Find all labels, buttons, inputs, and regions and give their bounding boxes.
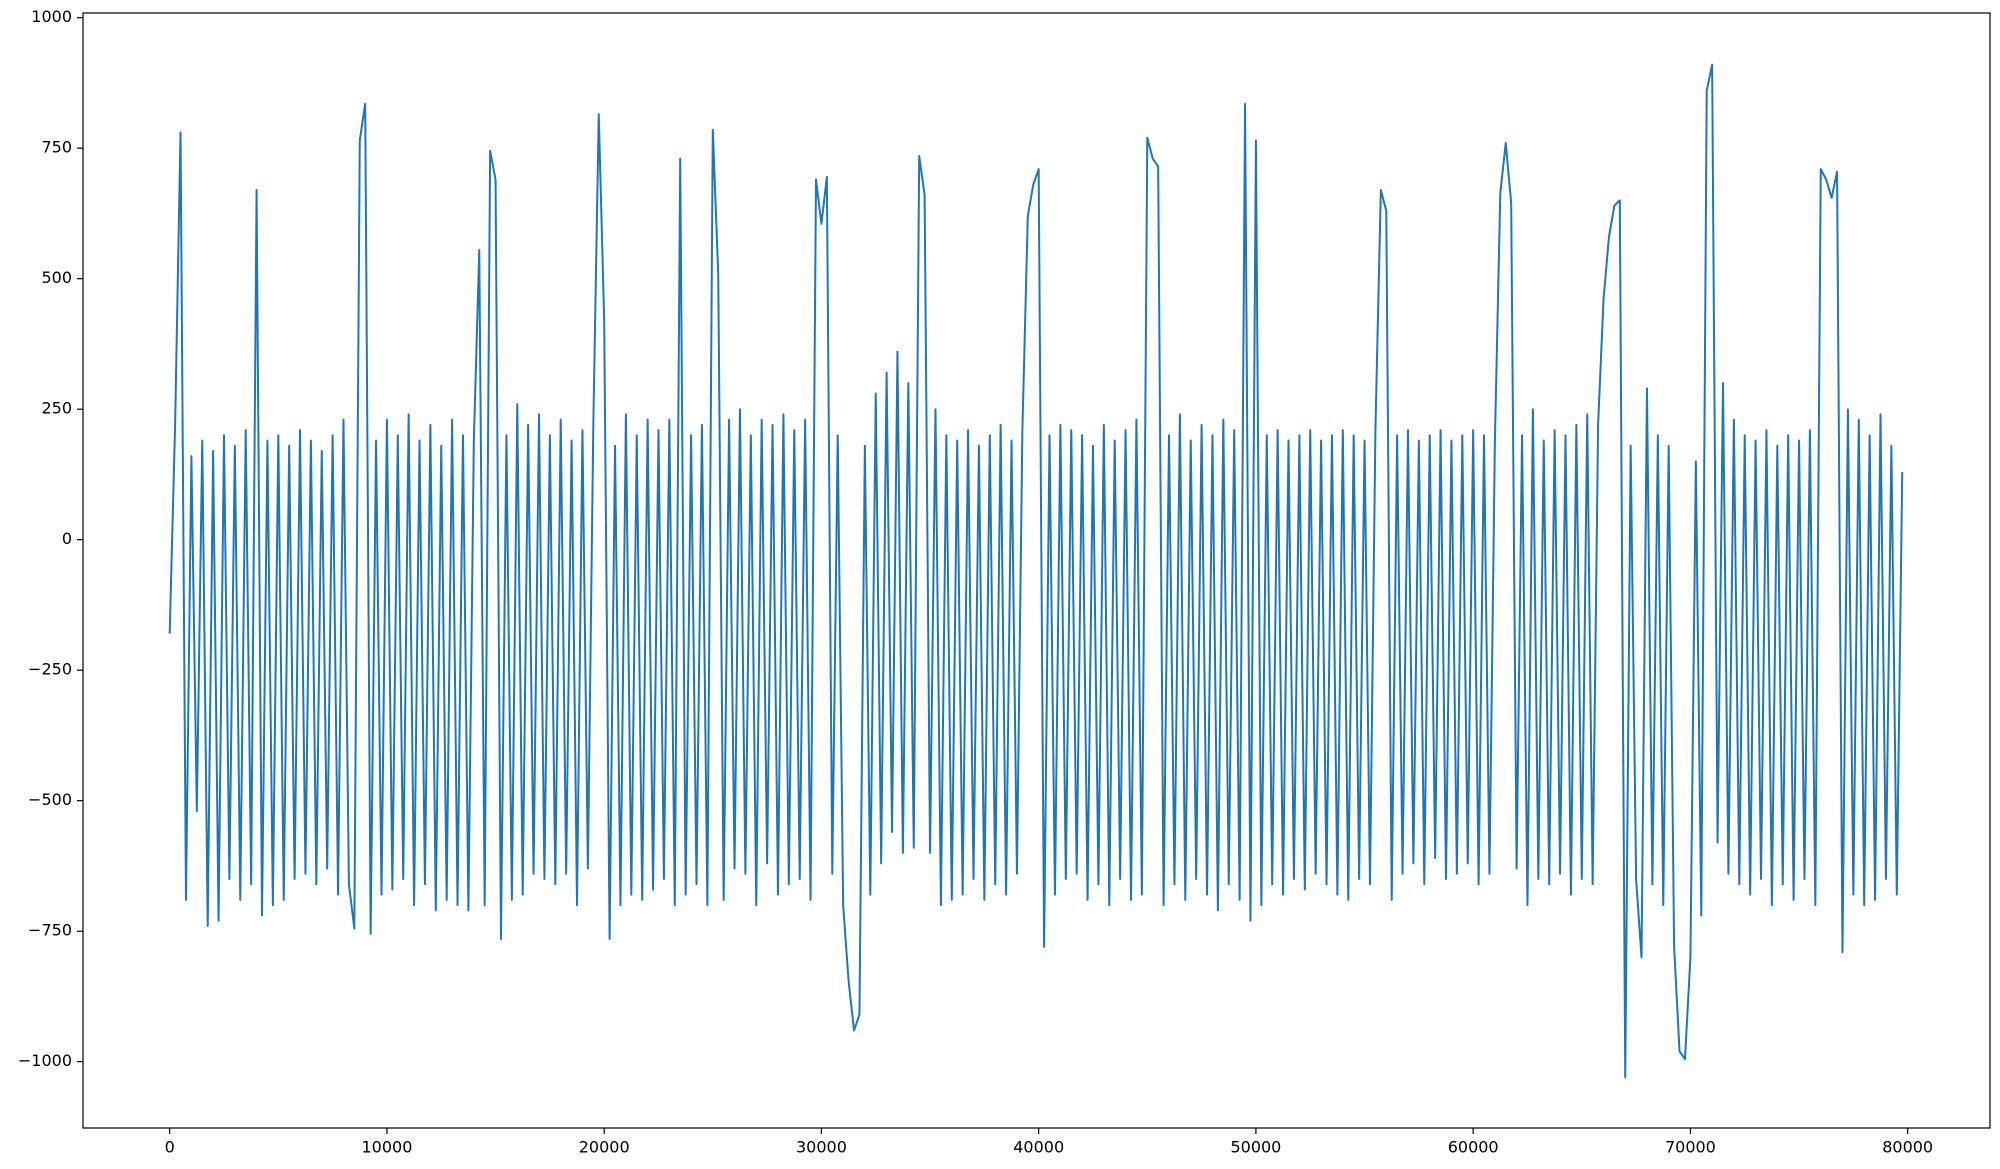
y-tick-label: 0 xyxy=(62,529,72,548)
x-tick-label: 0 xyxy=(165,1138,175,1157)
y-tick-label: −750 xyxy=(28,921,72,940)
x-tick-label: 80000 xyxy=(1882,1138,1933,1157)
x-tick-label: 30000 xyxy=(796,1138,847,1157)
x-tick-label: 40000 xyxy=(1013,1138,1064,1157)
y-tick-label: 500 xyxy=(41,268,72,287)
x-tick-label: 50000 xyxy=(1230,1138,1281,1157)
y-tick-label: −250 xyxy=(28,660,72,679)
data-line xyxy=(168,63,1904,1079)
x-tick-label: 60000 xyxy=(1448,1138,1499,1157)
y-tick-label: 750 xyxy=(41,138,72,157)
x-tick-label: 20000 xyxy=(579,1138,630,1157)
plot-frame xyxy=(82,12,1991,1129)
x-tick-label: 70000 xyxy=(1665,1138,1716,1157)
y-tick-label: 1000 xyxy=(31,7,72,26)
y-tick-label: −500 xyxy=(28,790,72,809)
y-tick-label: 250 xyxy=(41,399,72,418)
x-tick-label: 10000 xyxy=(361,1138,412,1157)
y-tick-label: −1000 xyxy=(18,1051,72,1070)
